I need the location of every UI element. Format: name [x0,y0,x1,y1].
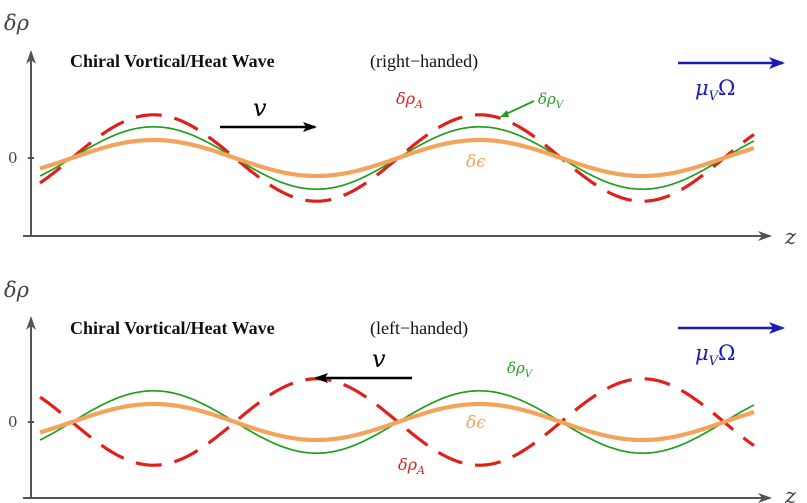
panel-title: Chiral Vortical/Heat Wave [70,318,275,338]
y-axis-label: δρ [4,11,30,35]
series-eps-curve [39,137,755,179]
handedness-label: (right−handed) [370,51,478,72]
series-label-rho-A: δρA [398,455,425,477]
series-label-rho-V: δρV [538,90,565,111]
velocity-label: v [372,345,386,373]
series-label-rho-V: δρV [507,359,534,380]
series-rho-A-curve [39,377,755,467]
velocity-label: v [253,94,267,122]
y-axis-label: δρ [4,278,30,302]
series-label-eps: δϵ [466,413,486,433]
panel-right-handed: δρ z 0 Chiral Vortical/Heat Wave (right−… [4,11,797,249]
x-axis-label: z [784,484,797,503]
series-label-rho-A: δρA [396,89,423,111]
series-eps-curve [39,401,755,443]
mu-omega-label: μVΩ [695,76,735,104]
series-label-eps: δϵ [466,152,486,172]
zero-tick-label: 0 [8,413,18,431]
handedness-label: (left−handed) [370,318,468,339]
x-axis-label: z [784,225,797,249]
series-pointer-head [500,110,509,117]
zero-tick-label: 0 [8,149,18,167]
series-rho-A-curve [39,113,755,203]
panel-title: Chiral Vortical/Heat Wave [70,51,275,71]
wave-curves [39,113,755,203]
wave-curves [39,377,755,467]
mu-omega-label: μVΩ [695,341,735,369]
series-pointer-rho-V [503,100,535,116]
panel-left-handed: δρ z 0 Chiral Vortical/Heat Wave (left−h… [4,278,797,503]
